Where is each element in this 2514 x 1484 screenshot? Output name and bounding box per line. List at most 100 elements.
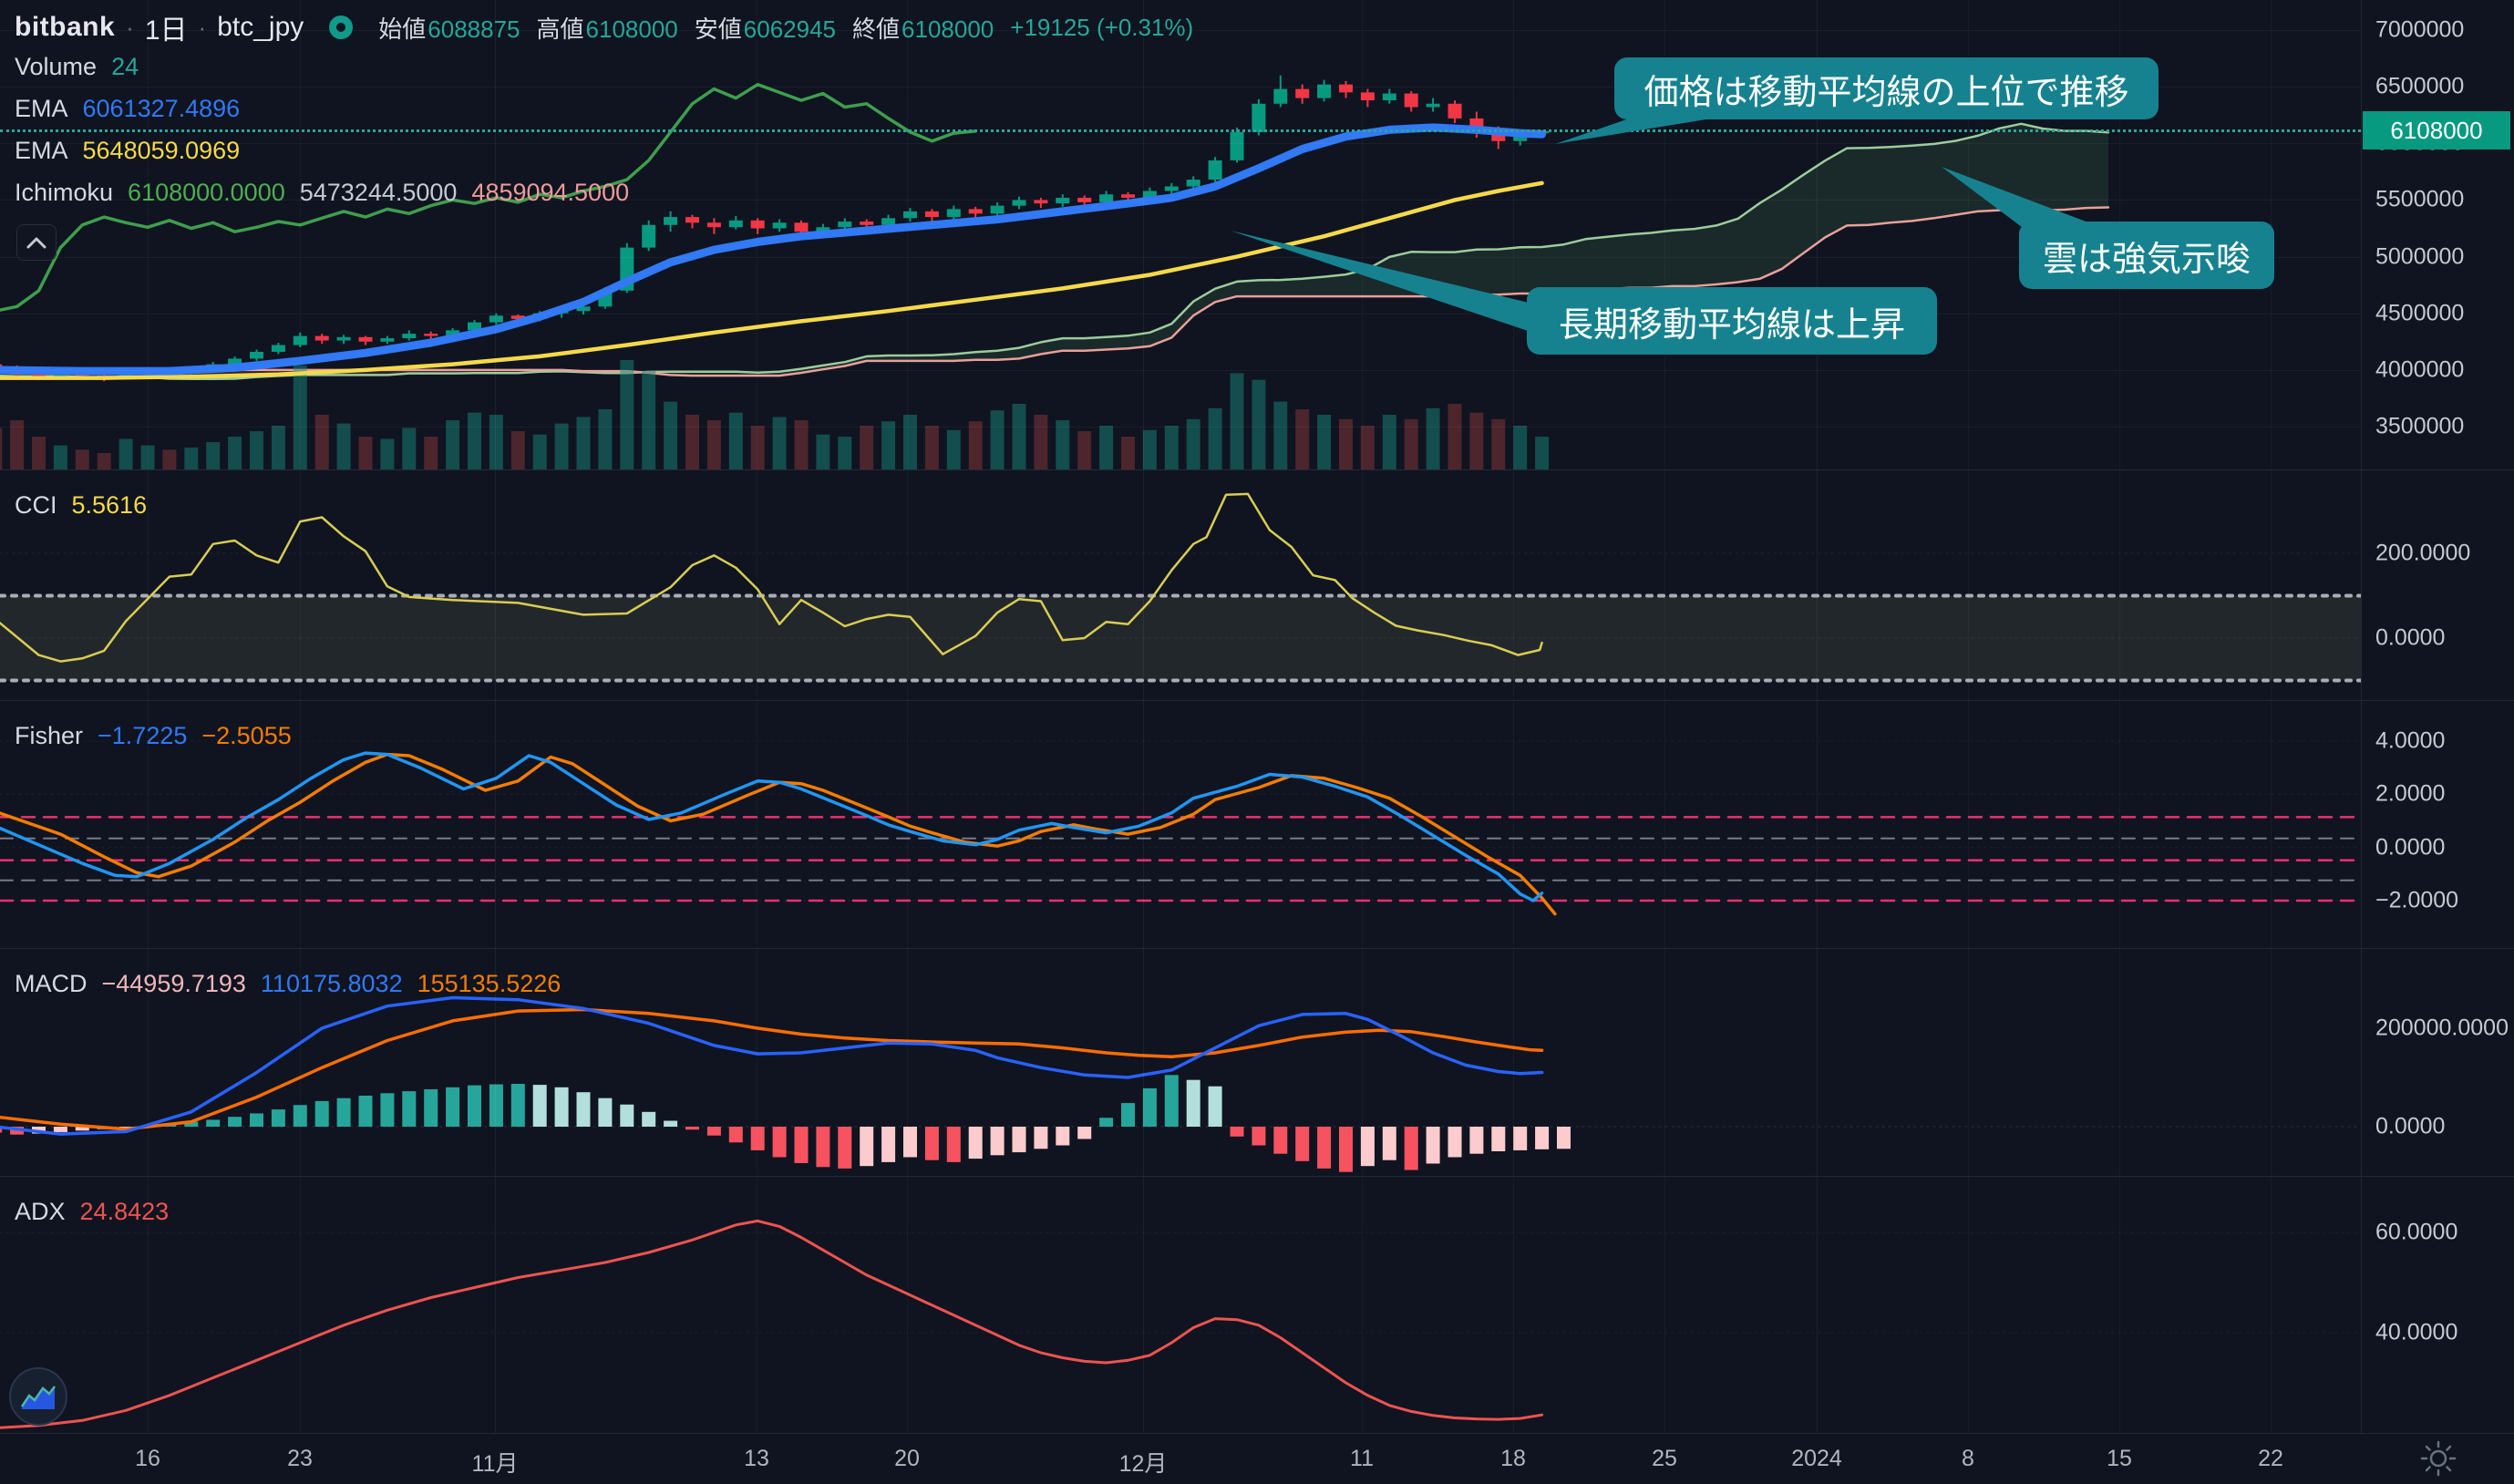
- close-value: 6108000: [902, 15, 994, 43]
- cci-label: CCI: [15, 491, 57, 519]
- macd-signal-value: 155135.5226: [417, 970, 562, 997]
- low-value: 6062945: [743, 15, 837, 43]
- axis-label: 7000000: [2375, 16, 2465, 43]
- axis-label: −2.0000: [2375, 887, 2459, 913]
- annotation-longterm-ma-rising[interactable]: 長期移動平均線は上昇: [1527, 287, 1937, 355]
- time-axis[interactable]: 16 23 11月 13 20 12月 11 18 25 2024 8 15 22: [0, 1433, 2514, 1484]
- time-tick: 18: [1500, 1446, 1526, 1471]
- low-label: 安値: [694, 15, 742, 43]
- ohlc-values: 始値6088875 高値6108000 安値6062945 終値6108000 …: [378, 11, 1193, 45]
- pane-adx[interactable]: [0, 1176, 2361, 1433]
- axis-label: 4500000: [2375, 300, 2465, 326]
- grid-row: [0, 427, 2361, 428]
- pane-macd[interactable]: [0, 948, 2361, 1176]
- pane-cci[interactable]: [0, 469, 2361, 700]
- open-label: 始値: [378, 15, 427, 43]
- time-tick: 25: [1652, 1446, 1677, 1471]
- legend-cci[interactable]: CCI 5.5616: [15, 491, 147, 520]
- grid-column: [907, 0, 908, 1433]
- time-tick: 16: [135, 1446, 160, 1471]
- grid-column: [495, 0, 496, 1433]
- macd-hist-value: −44959.7193: [101, 970, 246, 997]
- separator-dot: ·: [198, 13, 207, 41]
- volume-value: 24: [111, 53, 139, 80]
- price-axis-separator: [2361, 0, 2362, 1433]
- symbol-name[interactable]: btc_jpy: [217, 12, 304, 42]
- current-price-badge: 6108000: [2363, 111, 2510, 149]
- fisher-label: Fisher: [15, 722, 84, 749]
- grid-row: [0, 30, 2361, 31]
- axis-label: 0.0000: [2375, 834, 2446, 861]
- axis-label: 0.0000: [2375, 1113, 2446, 1139]
- grid-row: [0, 200, 2361, 201]
- ema-fast-value: 6061327.4896: [82, 95, 241, 122]
- time-tick: 20: [894, 1446, 920, 1471]
- collapse-legend-button[interactable]: [16, 224, 57, 261]
- pane-fisher[interactable]: [0, 700, 2361, 948]
- axis-label: 200000.0000: [2375, 1015, 2509, 1041]
- grid-column: [1362, 0, 1363, 1433]
- ichimoku-lead-a-value: 5473244.5000: [299, 179, 458, 206]
- ichimoku-label: Ichimoku: [15, 179, 114, 206]
- axis-label: 40.0000: [2375, 1319, 2458, 1345]
- volume-label: Volume: [15, 53, 98, 80]
- macd-line-value: 110175.8032: [260, 970, 403, 997]
- pane-main[interactable]: [0, 0, 2361, 469]
- fisher-trigger-value: −2.5055: [201, 722, 292, 749]
- axis-label: 0.0000: [2375, 624, 2446, 651]
- axis-label: 3500000: [2375, 413, 2465, 439]
- grid-column: [1143, 0, 1144, 1433]
- high-label: 高値: [536, 15, 584, 43]
- legend-ema-fast[interactable]: EMA 6061327.4896: [15, 95, 240, 123]
- pane-separator[interactable]: [0, 469, 2514, 470]
- axis-label: 5500000: [2375, 186, 2465, 212]
- annotation-cloud-bullish[interactable]: 雲は強気示唆: [2019, 222, 2274, 289]
- annotation-price-above-ma[interactable]: 価格は移動平均線の上位で推移: [1614, 57, 2159, 119]
- time-tick: 8: [1962, 1446, 1974, 1471]
- open-value: 6088875: [428, 15, 520, 43]
- ema-fast-label: EMA: [15, 95, 68, 122]
- interval-label[interactable]: 1日: [144, 15, 188, 46]
- grid-column: [2271, 0, 2272, 1433]
- grid-row: [0, 87, 2361, 88]
- axis-label: 4000000: [2375, 356, 2465, 383]
- axis-label: 60.0000: [2375, 1219, 2458, 1245]
- axis-label: 6500000: [2375, 73, 2465, 99]
- chart-logo-button[interactable]: [9, 1367, 67, 1426]
- pane-separator[interactable]: [0, 700, 2514, 701]
- grid-row: [0, 257, 2361, 258]
- pane-separator[interactable]: [0, 948, 2514, 949]
- legend-ichimoku[interactable]: Ichimoku 6108000.0000 5473244.5000 48590…: [15, 179, 629, 207]
- current-price-line: [0, 129, 2361, 132]
- ichimoku-lead-b-value: 4859094.5000: [471, 179, 630, 206]
- ema-slow-label: EMA: [15, 137, 68, 164]
- adx-label: ADX: [15, 1198, 66, 1225]
- time-tick: 22: [2258, 1446, 2283, 1471]
- high-value: 6108000: [585, 15, 678, 43]
- legend-ema-slow[interactable]: EMA 5648059.0969: [15, 137, 240, 165]
- exchange-name[interactable]: bitbank: [15, 12, 116, 42]
- time-tick: 13: [744, 1446, 769, 1471]
- grid-column: [1817, 0, 1818, 1433]
- axis-label: 4.0000: [2375, 727, 2446, 754]
- pane-separator[interactable]: [0, 1176, 2514, 1177]
- time-tick: 11月: [471, 1451, 519, 1477]
- time-tick: 2024: [1791, 1446, 1842, 1471]
- area-chart-icon: [21, 1386, 56, 1409]
- time-tick: 23: [287, 1446, 313, 1471]
- symbol-header[interactable]: bitbank · 1日 · btc_jpy 始値6088875 高値61080…: [15, 7, 1193, 47]
- axis-label: 5000000: [2375, 243, 2465, 270]
- legend-adx[interactable]: ADX 24.8423: [15, 1198, 169, 1226]
- time-tick: 11: [1350, 1446, 1374, 1471]
- legend-macd[interactable]: MACD −44959.7193 110175.8032 155135.5226: [15, 970, 561, 998]
- axis-label: 2.0000: [2375, 780, 2446, 807]
- macd-label: MACD: [15, 970, 88, 997]
- fisher-value: −1.7225: [98, 722, 188, 749]
- legend-volume[interactable]: Volume 24: [15, 53, 139, 81]
- legend-fisher[interactable]: Fisher −1.7225 −2.5055: [15, 722, 292, 750]
- grid-column: [300, 0, 301, 1433]
- adx-value: 24.8423: [79, 1198, 170, 1225]
- sun-icon[interactable]: [2418, 1438, 2458, 1479]
- grid-column: [1968, 0, 1969, 1433]
